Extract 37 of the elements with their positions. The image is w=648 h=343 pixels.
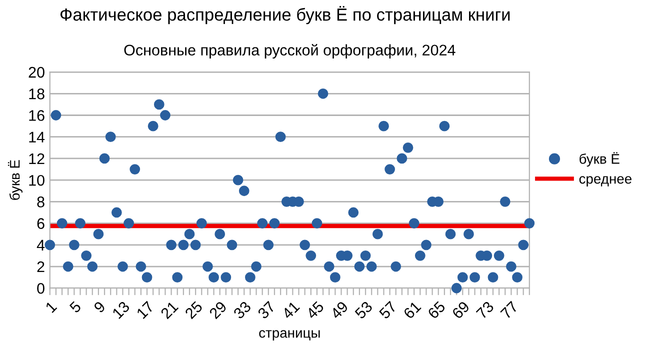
x-tick-label: 45 — [306, 300, 324, 320]
chart-subtitle: Основные правила русской орфографии, 2024 — [124, 44, 456, 59]
x-tick-label: 29 — [208, 300, 228, 320]
x-tick-label: 17 — [136, 300, 154, 319]
x-tick-label: 49 — [330, 300, 349, 320]
x-tick-label: 61 — [402, 300, 422, 320]
x-tick-label: 77 — [500, 300, 518, 320]
chart-title: Фактическое распределение букв Ё по страницам книги — [60, 6, 510, 24]
legend-label: букв Ё — [580, 152, 620, 167]
y-tick-label: 8 — [37, 196, 44, 208]
x-tick-label: 13 — [112, 300, 130, 320]
x-tick-label: 9 — [93, 300, 106, 314]
x-tick-label: 53 — [354, 300, 373, 320]
x-tick-label: 65 — [427, 300, 446, 320]
x-tick-label: 5 — [68, 300, 82, 314]
x-tick-label: 41 — [281, 300, 300, 320]
x-tick-label: 69 — [451, 300, 470, 320]
x-tick-label: 33 — [232, 300, 252, 320]
x-tick-label: 1 — [45, 300, 58, 313]
x-tick-label: 73 — [476, 300, 494, 320]
y-tick-label: 4 — [36, 240, 45, 250]
y-tick-label: 20 — [28, 66, 44, 78]
y-tick-label: 10 — [29, 174, 44, 186]
x-tick-label: 57 — [378, 300, 398, 320]
y-tick-label: 12 — [29, 153, 44, 164]
y-tick-label: 16 — [29, 110, 44, 121]
y-tick-label: 18 — [29, 88, 44, 100]
x-tick-label: 25 — [184, 300, 204, 320]
x-tick-label: 21 — [160, 300, 179, 320]
x-axis-title: страницы — [259, 330, 320, 341]
x-tick-label: 37 — [257, 300, 276, 320]
y-tick-label: 6 — [37, 218, 44, 229]
y-tick-label: 0 — [37, 282, 44, 294]
y-axis-title: букв Ё — [8, 160, 22, 200]
y-tick-label: 2 — [37, 261, 44, 272]
legend-label: среднее — [579, 176, 632, 186]
y-tick-label: 14 — [29, 132, 45, 142]
